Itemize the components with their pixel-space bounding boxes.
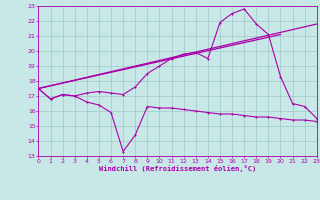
X-axis label: Windchill (Refroidissement éolien,°C): Windchill (Refroidissement éolien,°C) (99, 165, 256, 172)
